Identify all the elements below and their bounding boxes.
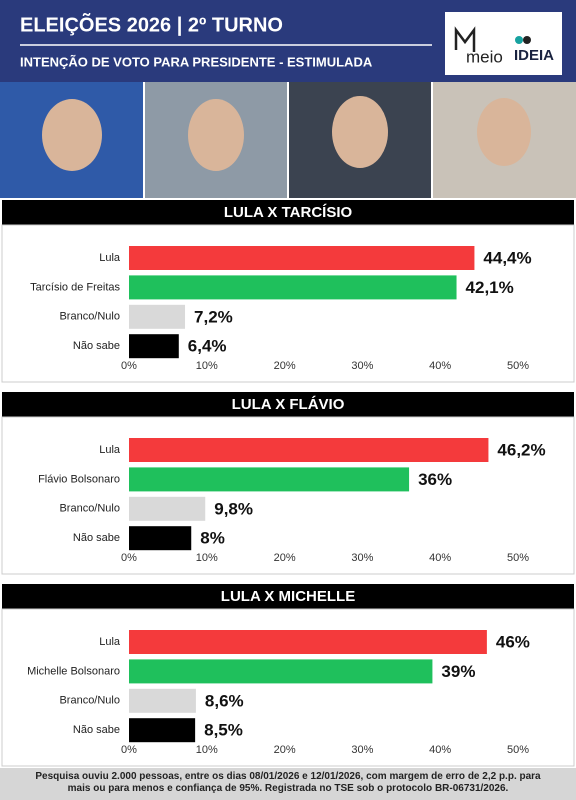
chart-title-bg [2,392,574,417]
category-label: Lula [99,636,121,648]
header-subtitle: INTENÇÃO DE VOTO PARA PRESIDENTE - ESTIM… [20,54,373,69]
logo-m [454,26,476,52]
bar [129,275,457,300]
logo-meio: meio [466,47,503,66]
bar [129,630,487,654]
x-tick-label: 0% [121,552,137,564]
x-tick-label: 50% [507,744,529,756]
category-label: Branco/Nulo [59,311,120,323]
value-label: 8% [200,529,225,548]
x-tick-label: 10% [196,360,218,372]
category-label: Tarcísio de Freitas [30,281,120,293]
value-label: 46,2% [497,440,545,459]
x-tick-label: 50% [507,552,529,564]
x-tick-label: 20% [274,744,296,756]
x-tick-label: 0% [121,360,137,372]
value-label: 8,5% [204,721,243,740]
footer-note: Pesquisa ouviu 2.000 pessoas, entre os d… [0,768,576,800]
chart-title: LULA X TARCÍSIO [224,204,353,221]
category-label: Branco/Nulo [59,503,120,515]
header-title: ELEIÇÕES 2026 | 2º TURNO [20,12,283,36]
bar [129,496,206,521]
x-tick-label: 30% [351,552,373,564]
category-label: Não sabe [73,532,120,544]
chart-title: LULA X FLÁVIO [232,396,345,413]
x-tick-label: 20% [274,552,296,564]
logo-dot [515,36,523,44]
x-tick-label: 20% [274,360,296,372]
bar [129,526,192,551]
face [188,99,244,171]
bar [129,718,196,743]
category-label: Branco/Nulo [59,695,120,707]
value-label: 7,2% [194,307,233,326]
x-tick-label: 10% [196,744,218,756]
category-label: Lula [99,252,121,264]
x-tick-label: 40% [429,744,451,756]
category-label: Não sabe [73,724,120,736]
x-tick-label: 10% [196,552,218,564]
x-tick-label: 0% [121,744,137,756]
x-tick-label: 40% [429,360,451,372]
infographic: ELEIÇÕES 2026 | 2º TURNO INTENÇÃO DE VOT… [0,0,576,767]
category-label: Michelle Bolsonaro [27,665,120,677]
photo-faces [42,96,531,171]
logo-ideia: IDEIA [514,47,554,64]
chart-title: LULA X MICHELLE [221,588,355,605]
value-label: 6,4% [188,337,227,356]
x-tick-label: 30% [351,360,373,372]
bar [129,467,410,492]
face [42,99,102,171]
x-tick-label: 40% [429,552,451,564]
x-tick-label: 30% [351,744,373,756]
bar [129,688,196,713]
chart-title-bg [2,584,574,609]
value-label: 8,6% [205,691,244,710]
bar [129,659,433,684]
logo-box [445,12,562,75]
value-label: 36% [418,470,452,489]
value-label: 46% [496,632,530,651]
bar [129,246,475,270]
chart-title-bg [2,200,574,225]
face [332,96,388,168]
value-label: 9,8% [214,499,253,518]
category-label: Não sabe [73,340,120,352]
value-label: 44,4% [483,248,531,267]
bar [129,304,186,329]
x-tick-label: 50% [507,360,529,372]
bar [129,438,489,462]
bar [129,334,179,359]
value-label: 39% [441,662,475,681]
face [477,98,531,166]
category-label: Flávio Bolsonaro [38,473,120,485]
value-label: 42,1% [466,278,514,297]
category-label: Lula [99,444,121,456]
logo-dot [523,36,531,44]
